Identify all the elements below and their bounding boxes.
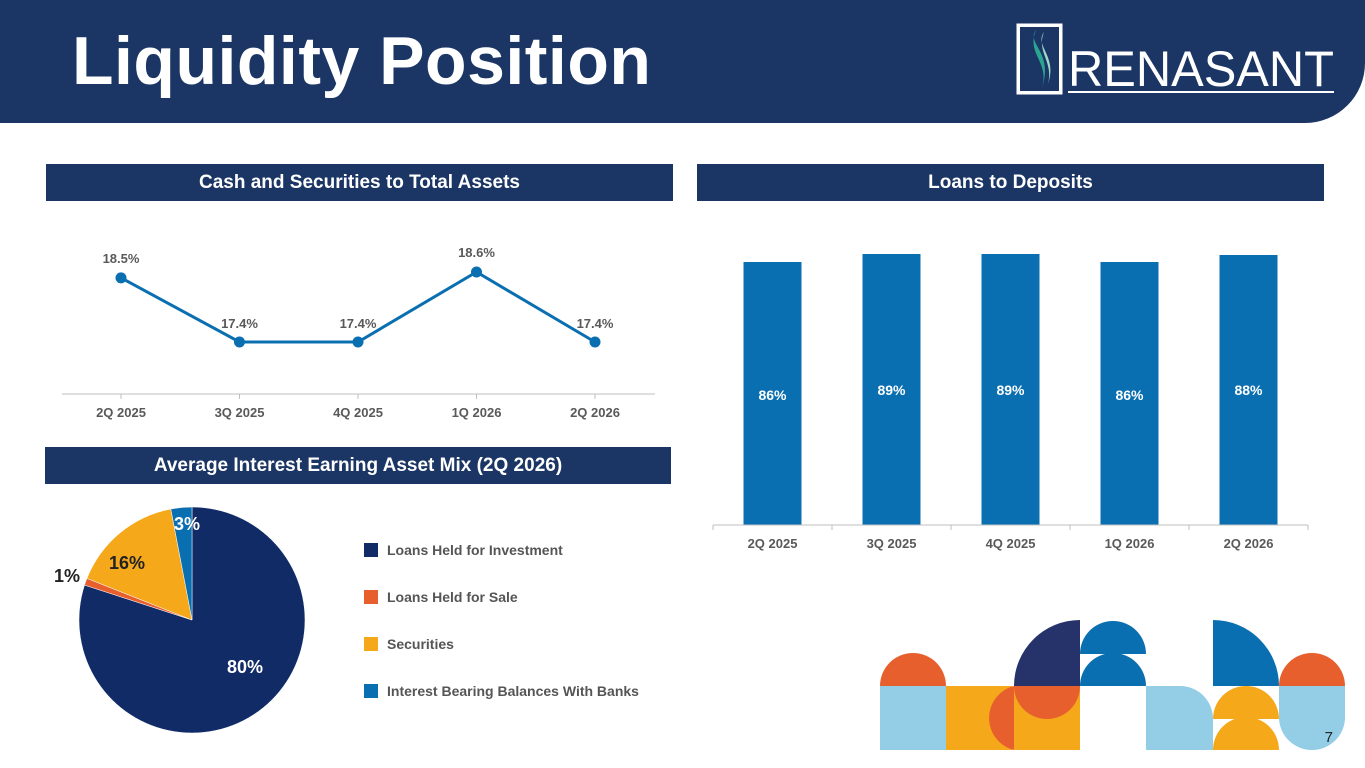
line-chart-series-line (120, 270, 596, 344)
bar-chart-data-label: 89% (877, 382, 906, 398)
pie-data-label: 16% (109, 553, 145, 573)
asset-mix-legend: Loans Held for Investment Loans Held for … (364, 539, 639, 727)
bar-chart-data-label: 86% (758, 387, 787, 403)
line-chart-point (234, 336, 245, 348)
line-chart-data-label: 17.4% (577, 316, 614, 331)
asset-mix-pie-chart: 80% 1% 16% 3% (54, 506, 306, 734)
bar-chart-bar (981, 254, 1040, 525)
bar-chart-data-label: 86% (1115, 387, 1144, 403)
loans-deposits-bar-chart: 86% 2Q 2025 89% 3Q 2025 89% 4Q 2025 86% 1Q 2026… (712, 254, 1309, 551)
bar-chart-tick-label: 2Q 2025 (748, 536, 798, 551)
legend-swatch (364, 637, 378, 651)
legend-label: Securities (387, 636, 454, 652)
legend-item: Securities (364, 633, 639, 680)
bar-chart-tick-label: 2Q 2026 (1224, 536, 1274, 551)
legend-item: Interest Bearing Balances With Banks (364, 680, 639, 727)
line-chart-point (471, 266, 482, 278)
line-chart-tick-label: 1Q 2026 (452, 405, 502, 420)
bar-chart-bar (1219, 255, 1278, 525)
pie-slice (78, 506, 306, 734)
bar-chart-tick-label: 4Q 2025 (986, 536, 1036, 551)
line-chart-point (589, 336, 601, 348)
pie-data-label: 80% (227, 657, 263, 677)
legend-label: Loans Held for Sale (387, 589, 518, 605)
renasant-logo: RENASANT (1016, 23, 1334, 97)
logo-text: RENASANT (1068, 41, 1334, 97)
loans-deposits-title: Loans to Deposits (697, 164, 1324, 201)
line-chart-point (115, 272, 127, 284)
asset-mix-title: Average Interest Earning Asset Mix (2Q 2… (45, 447, 671, 484)
legend-swatch (364, 684, 378, 698)
line-chart-data-label: 17.4% (340, 316, 377, 331)
line-chart-point (352, 336, 364, 348)
bar-chart-tick-label: 3Q 2025 (867, 536, 917, 551)
bar-chart-data-label: 88% (1234, 382, 1263, 398)
legend-label: Loans Held for Investment (387, 542, 563, 558)
cash-securities-line-chart: 18.5% 2Q 2025 17.4% 3Q 2025 17.4% 4Q 2025 18.6… (62, 245, 655, 420)
line-chart-tick-label: 2Q 2026 (570, 405, 620, 420)
legend-swatch (364, 590, 378, 604)
bar-chart-tick-label: 1Q 2026 (1105, 536, 1155, 551)
line-chart-data-label: 17.4% (221, 316, 258, 331)
legend-item: Loans Held for Investment (364, 539, 639, 586)
legend-item: Loans Held for Sale (364, 586, 639, 633)
line-chart-tick-label: 2Q 2025 (96, 405, 146, 420)
pie-slice (86, 508, 193, 621)
bar-chart-bar (1100, 262, 1159, 525)
pie-slice (170, 506, 193, 621)
bar-chart-bar (743, 262, 802, 525)
legend-label: Interest Bearing Balances With Banks (387, 683, 639, 699)
decorative-shapes (880, 620, 1345, 751)
header-band: Liquidity Position RENASANT (0, 0, 1365, 123)
cash-securities-title: Cash and Securities to Total Assets (46, 164, 673, 201)
bar-chart-bar (862, 254, 921, 525)
legend-swatch (364, 543, 378, 557)
line-chart-data-label: 18.5% (103, 251, 140, 266)
page-title: Liquidity Position (72, 23, 652, 99)
line-chart-tick-label: 3Q 2025 (215, 405, 265, 420)
page-number: 7 (1324, 729, 1333, 746)
line-chart-data-label: 18.6% (458, 245, 495, 260)
pie-data-label: 1% (54, 566, 80, 586)
line-chart-tick-label: 4Q 2025 (333, 405, 383, 420)
pie-data-label: 3% (174, 514, 200, 534)
bar-chart-data-label: 89% (996, 382, 1025, 398)
